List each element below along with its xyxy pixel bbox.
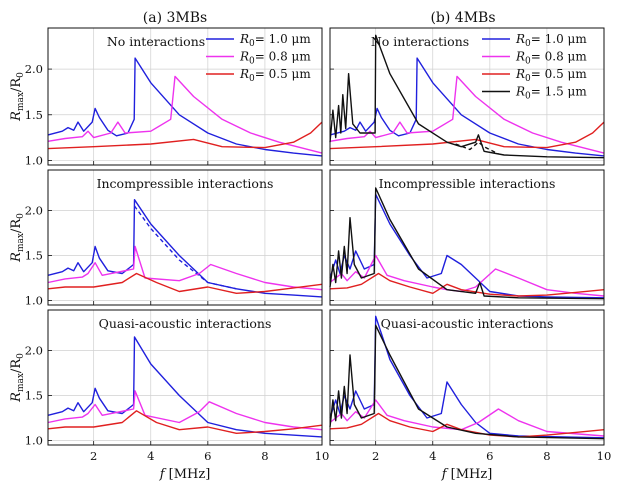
col-title-b: (b) 4MBs	[430, 10, 495, 26]
tick-label-x: 8	[543, 449, 550, 463]
series-line	[47, 75, 323, 154]
tick-label-y: 1.5	[25, 389, 43, 403]
tick-label-y: 1.5	[25, 108, 43, 122]
legend-label: R0= 0.5 μm	[515, 67, 587, 84]
tick-label-x: 2	[372, 449, 379, 463]
legend-label: R0= 0.5 μm	[239, 67, 311, 84]
series-line	[47, 57, 323, 157]
series-line	[47, 390, 323, 431]
legend-label: R0= 1.0 μm	[239, 32, 311, 49]
y-axis-label: Rmax/R0	[9, 72, 26, 122]
plot-frame	[47, 27, 323, 166]
tick-label-y: 1.0	[25, 153, 43, 167]
plot-frame	[329, 169, 605, 306]
series-line	[329, 324, 605, 440]
series-line	[329, 254, 605, 297]
x-axis-label: f [MHz]	[159, 467, 211, 482]
tick-label-x: 6	[486, 449, 493, 463]
series-line	[329, 75, 605, 154]
x-axis-label: f [MHz]	[441, 467, 493, 482]
panel-annotation: No interactions	[107, 34, 205, 49]
panel-annotation: No interactions	[371, 34, 469, 49]
plot-frame	[329, 309, 605, 446]
series-line	[329, 315, 605, 439]
panel-annotation: Incompressible interactions	[97, 176, 274, 191]
tick-label-x: 2	[90, 449, 97, 463]
tick-label-y: 1.0	[25, 434, 43, 448]
tick-label-x: 4	[429, 449, 436, 463]
series-line	[329, 272, 605, 297]
plot-frame	[329, 27, 605, 166]
series-line	[329, 187, 605, 300]
tick-label-x: 6	[204, 449, 211, 463]
series-line	[329, 57, 605, 157]
tick-label-x: 8	[261, 449, 268, 463]
plot-frame	[47, 309, 323, 446]
panel-b-mid: Incompressible interactions	[329, 169, 605, 306]
series-line	[329, 121, 605, 150]
col-title-a: (a) 3MBs	[143, 10, 207, 26]
tick-label-x: 10	[597, 449, 612, 463]
plot-frame	[47, 169, 323, 306]
series-line	[47, 121, 323, 150]
legend-label: R0= 0.8 μm	[239, 50, 311, 67]
series-line	[455, 141, 499, 155]
panel-b-bot: 2 4 6 8 10 Quasi-acoustic interactions f [MHz]	[329, 309, 612, 482]
y-axis-label: Rmax/R0	[9, 213, 26, 263]
tick-label-y: 2.0	[25, 62, 43, 76]
panel-a-bot: 2 4 6 8 10 1.0 1.5 2.0 Quasi-acoustic interactio…	[9, 309, 330, 482]
panel-annotation: Quasi-acoustic interactions	[381, 316, 554, 331]
series-line	[329, 399, 605, 437]
tick-label-x: 4	[147, 449, 154, 463]
series-line	[47, 410, 323, 434]
tick-label-x: 10	[315, 449, 330, 463]
series-line	[133, 205, 237, 290]
series-line	[329, 34, 605, 159]
series-line	[47, 336, 323, 438]
series-line	[47, 272, 323, 294]
legend-label: R0= 1.0 μm	[515, 32, 587, 49]
tick-label-y: 2.0	[25, 344, 43, 358]
series-line	[47, 245, 323, 291]
panel-a-mid: 1.0 1.5 2.0 Incompressible interactions Rmax…	[9, 169, 323, 308]
tick-label-y: 1.0	[25, 294, 43, 308]
legend-label: R0= 0.8 μm	[515, 50, 587, 67]
panel-annotation: Quasi-acoustic interactions	[99, 316, 272, 331]
tick-label-y: 1.5	[25, 249, 43, 263]
panel-annotation: Incompressible interactions	[379, 176, 556, 191]
y-axis-label: Rmax/R0	[9, 353, 26, 403]
legend-label: R0= 1.5 μm	[515, 85, 587, 102]
series-line	[329, 412, 605, 438]
tick-label-y: 2.0	[25, 204, 43, 218]
